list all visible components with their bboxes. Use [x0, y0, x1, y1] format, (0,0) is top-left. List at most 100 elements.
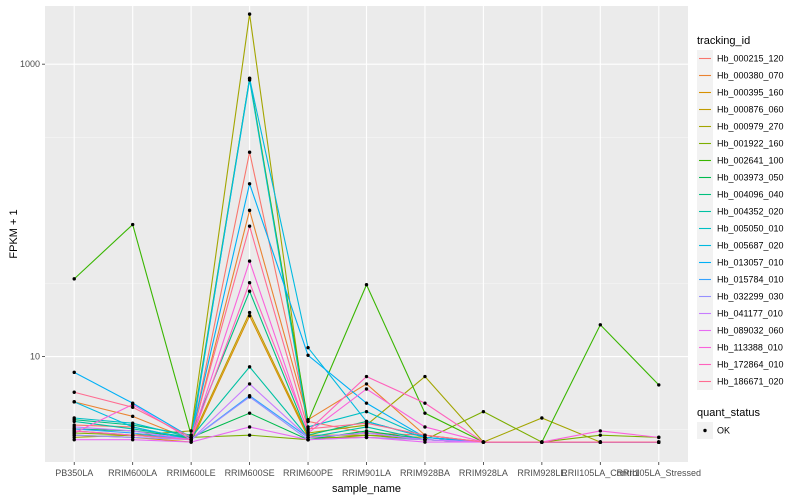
data-point [306, 345, 310, 350]
data-point [423, 401, 427, 405]
data-point [247, 182, 252, 186]
data-point [72, 277, 76, 281]
legend-label: Hb_005050_010 [717, 224, 784, 234]
data-point [247, 208, 252, 213]
data-point [247, 281, 252, 285]
legend-shape-items: OK [697, 422, 730, 439]
x-tick-label: RRII105LA_Stressed [616, 468, 701, 478]
data-point [247, 365, 252, 369]
data-point [247, 259, 252, 263]
data-point [130, 421, 135, 425]
data-point [423, 411, 427, 415]
legend-label: Hb_005687_020 [717, 241, 784, 251]
data-point [364, 435, 369, 440]
data-point [72, 419, 76, 424]
x-tick-label: RRIM928LE [517, 468, 566, 478]
legend-label: Hb_002641_100 [717, 156, 784, 166]
data-point [540, 416, 544, 420]
legend-shape-point [703, 428, 707, 433]
legend-label: Hb_004096_040 [717, 190, 784, 200]
data-point [247, 12, 252, 16]
data-point [247, 310, 252, 315]
legend-label: Hb_013057_010 [717, 258, 784, 268]
series-points [72, 12, 661, 444]
legend-label: Hb_032299_030 [717, 292, 784, 302]
legend-color-items: Hb_000215_120 Hb_000380_070 Hb_000395_160 H… [697, 50, 784, 390]
data-point [130, 429, 135, 433]
data-point [130, 222, 135, 227]
data-point [189, 435, 193, 440]
legend-shape-label: OK [717, 426, 730, 436]
data-point [130, 405, 135, 409]
data-point [247, 411, 252, 415]
x-tick-label: RRIM600LA [108, 468, 157, 478]
y-tick-label: 1000 [20, 59, 40, 69]
data-point [306, 437, 310, 442]
data-point [72, 437, 76, 442]
x-tick-label: RRIM928BA [400, 468, 450, 478]
legend-label: Hb_000876_060 [717, 105, 784, 115]
data-point [130, 425, 135, 429]
legend-label: Hb_004352_020 [717, 207, 784, 217]
data-point [657, 383, 661, 387]
data-point [189, 429, 193, 433]
data-point [364, 401, 369, 405]
data-point [130, 402, 135, 407]
data-point [130, 437, 135, 442]
data-point [189, 440, 193, 444]
legend-label: Hb_000395_160 [717, 88, 784, 98]
data-point [598, 323, 603, 327]
data-point [657, 435, 661, 440]
data-point [247, 76, 252, 81]
data-point [306, 353, 310, 358]
x-tick-label: RRIM600PE [283, 468, 333, 478]
data-point [540, 440, 544, 444]
data-point [72, 425, 76, 429]
x-tick-label: PB350LA [55, 468, 93, 478]
data-point [247, 289, 252, 293]
data-point [130, 414, 135, 419]
data-point [72, 400, 76, 404]
x-tick-label: RRIM928LA [459, 468, 508, 478]
data-point [306, 427, 310, 431]
data-point [247, 314, 252, 318]
x-tick-label: RRIM600LE [167, 468, 216, 478]
data-point [423, 374, 427, 379]
data-point [247, 395, 252, 399]
data-point [481, 440, 486, 444]
legend-label: Hb_000380_070 [717, 71, 784, 81]
legend-shape-title: quant_status [697, 407, 760, 419]
data-point [72, 370, 76, 375]
data-point [423, 425, 427, 429]
data-point [364, 374, 369, 379]
data-point [247, 224, 252, 228]
data-point [247, 433, 252, 437]
legend-label: Hb_003973_050 [717, 173, 784, 183]
data-point [306, 419, 310, 424]
x-tick-label: RRII105LA_Control [561, 468, 639, 478]
data-point [130, 433, 135, 437]
data-point [364, 283, 369, 287]
x-axis: PB350LA RRIM600LA RRIM600LE RRIM600SE RRIM60… [55, 462, 701, 478]
x-tick-label: RRIM901LA [342, 468, 391, 478]
data-point [423, 440, 427, 444]
x-tick-label: RRIM600SE [225, 468, 275, 478]
legend-label: Hb_001922_160 [717, 139, 784, 149]
y-axis-title: FPKM + 1 [8, 209, 20, 258]
data-point [364, 421, 369, 425]
data-point [247, 382, 252, 386]
legend-label: Hb_186671_020 [717, 377, 784, 387]
legend-label: Hb_000215_120 [717, 54, 784, 64]
data-point [364, 431, 369, 435]
legend: tracking_id Hb_000215_120Hb_000380_070Hb… [697, 35, 784, 439]
data-point [423, 437, 427, 442]
data-point [364, 387, 369, 391]
legend-label: Hb_000979_270 [717, 122, 784, 132]
data-point [657, 440, 661, 444]
legend-label: Hb_089032_060 [717, 326, 784, 336]
data-point [598, 440, 603, 444]
data-point [364, 382, 369, 386]
legend-label: Hb_113388_010 [717, 343, 783, 353]
data-point [247, 150, 252, 154]
